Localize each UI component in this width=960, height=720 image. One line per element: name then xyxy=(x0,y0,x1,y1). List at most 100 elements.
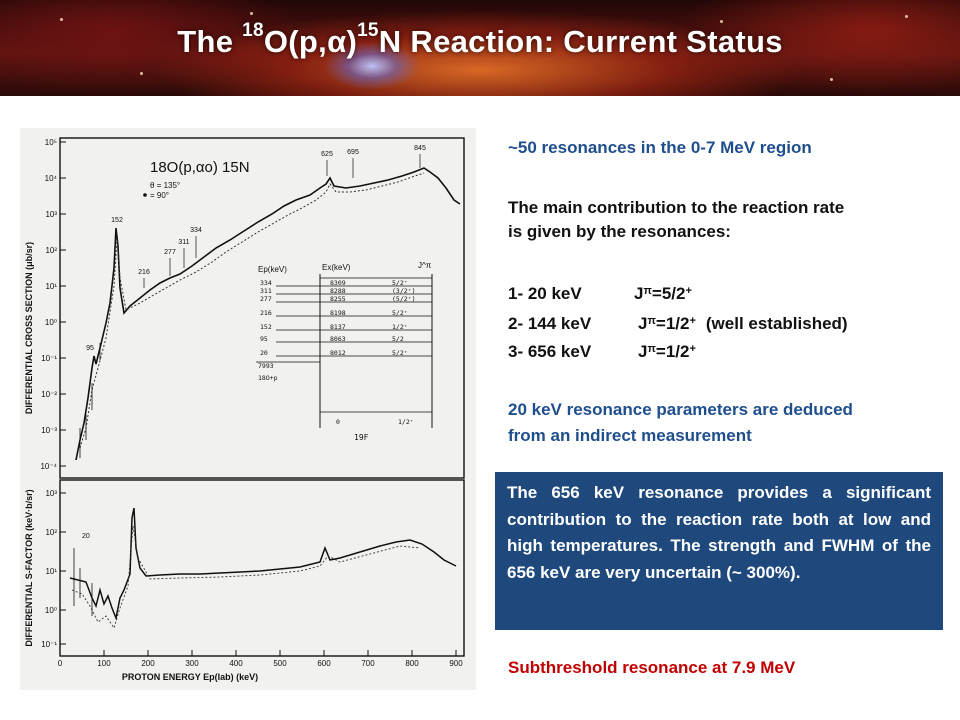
highlight-box-text: The 656 keV resonance provides a signifi… xyxy=(507,483,931,582)
cross-section-curve-90deg xyxy=(75,167,461,461)
y-tick-top: 10⁻⁴ xyxy=(40,462,57,471)
inset-ex: 8063 xyxy=(330,335,346,343)
resonance-spin: =1/2 xyxy=(655,342,690,361)
title-banner: The 18O(p,α)15N Reaction: Current Status xyxy=(0,0,960,96)
inset-ex: 8288 xyxy=(330,287,346,295)
reaction-label: 18O(p,αo) 15N xyxy=(150,159,250,176)
inset-jpi: 5/2⁺ xyxy=(392,309,408,317)
y-axis-label-top: DIFFERENTIAL CROSS SECTION (μb/sr) xyxy=(24,242,34,414)
resonance-parity: + xyxy=(689,315,696,327)
bottom-panel-frame xyxy=(59,479,465,657)
resonance-item: 2- 144 keV Jπ=1/2+ (well established) xyxy=(508,312,848,336)
inset-ground-jpi: 1/2⁺ xyxy=(398,418,414,426)
s-factor-curve-dashed xyxy=(71,525,421,630)
peak-label: 695 xyxy=(347,149,359,156)
title-close-paren: ) xyxy=(346,24,358,59)
inset-ep: 216 xyxy=(260,309,272,317)
y-tick-bottom: 10² xyxy=(45,528,57,537)
resonance-pi: π xyxy=(643,285,652,297)
y-tick-bottom: 10¹ xyxy=(45,567,57,576)
resonance-spin: =5/2 xyxy=(651,284,686,303)
inset-jpi: (3/2⁺) xyxy=(392,287,415,295)
resonance-j: J xyxy=(638,314,648,333)
inset-ep: 334 xyxy=(260,279,272,287)
title-reaction: O(p, xyxy=(263,24,328,59)
x-tick: 700 xyxy=(361,659,375,668)
y-tick-top: 10⁴ xyxy=(45,174,58,183)
resonance-count-text: ~50 resonances in the 0-7 MeV region xyxy=(508,138,812,157)
highlight-box: The 656 keV resonance provides a signifi… xyxy=(495,472,943,630)
title-product-mass-number: 15 xyxy=(357,20,379,41)
y-tick-top: 10¹ xyxy=(45,282,57,291)
resonance-energy: 3- 656 keV xyxy=(508,342,592,361)
inset-jpi: 1/2⁺ xyxy=(392,323,408,331)
peak-label: 95 xyxy=(86,345,94,352)
x-tick: 400 xyxy=(229,659,243,668)
y-axis-ticks-bottom xyxy=(60,492,66,645)
inset-ep-header: Ep(keV) xyxy=(258,265,287,274)
y-tick-top: 10⁻¹ xyxy=(41,354,57,363)
slide-title: The 18O(p,α)15N Reaction: Current Status xyxy=(0,21,960,60)
inset-ex: 8198 xyxy=(330,309,346,317)
inset-nucleus: 19F xyxy=(354,433,369,442)
resonance-pi: π xyxy=(647,343,656,355)
y-tick-top: 10⁰ xyxy=(45,318,57,327)
legend-90deg: = 90° xyxy=(150,191,169,200)
peak-label: 334 xyxy=(190,227,202,234)
peak-label: 152 xyxy=(111,217,123,224)
resonance-j: J xyxy=(638,342,648,361)
error-bars-top xyxy=(79,343,101,458)
title-suffix: N Reaction: Current Status xyxy=(378,24,783,59)
x-tick: 100 xyxy=(97,659,111,668)
resonance-j: J xyxy=(634,284,644,303)
resonance-item: 1- 20 keV Jπ=5/2+ xyxy=(508,282,692,306)
level-scheme-inset: Ep(keV) Ex(keV) J^π 334 311 277 216 152 … xyxy=(256,261,433,442)
title-mass-number: 18 xyxy=(242,20,264,41)
resonance-spin: =1/2 xyxy=(655,314,690,333)
legend-135deg: θ = 135° xyxy=(150,181,180,190)
peak-label: 311 xyxy=(178,239,189,246)
title-prefix: The xyxy=(177,24,243,59)
resonance-pi: π xyxy=(647,315,656,327)
resonance-parity: + xyxy=(685,285,692,297)
x-tick: 800 xyxy=(405,659,419,668)
y-axis-ticks-top xyxy=(60,141,66,467)
x-tick: 0 xyxy=(58,659,63,668)
resonance-note: (well established) xyxy=(705,314,848,333)
x-tick: 300 xyxy=(185,659,199,668)
cross-section-figure: 10⁵ 10⁴ 10³ 10² 10¹ 10⁰ 10⁻¹ 10⁻² 10⁻³ 1… xyxy=(20,128,476,690)
inset-jpi: 5/2⁺ xyxy=(392,279,408,287)
x-axis-label: PROTON ENERGY Ep(lab) (keV) xyxy=(122,672,258,682)
y-tick-top: 10³ xyxy=(45,210,57,219)
y-tick-top: 10² xyxy=(45,246,57,255)
inset-ex: 8309 xyxy=(330,279,346,287)
peak-label: 625 xyxy=(321,151,333,158)
inset-jpi: 5/2 xyxy=(392,335,404,343)
inset-ex: 8255 xyxy=(330,295,346,303)
top-panel-frame xyxy=(59,137,465,479)
inset-ep: 277 xyxy=(260,295,272,303)
title-alpha: α xyxy=(327,24,347,59)
cross-section-curve-135deg xyxy=(79,172,425,449)
inset-jpi: (5/2⁺) xyxy=(392,295,415,303)
inset-ep: 20 xyxy=(260,349,268,357)
inset-jpi: 5/2⁺ xyxy=(392,349,408,357)
y-axis-label-bottom: DIFFERENTIAL S-FACTOR (keV·b/sr) xyxy=(24,489,34,646)
inset-threshold-label: 18O+p xyxy=(258,374,278,382)
inset-ex: 8012 xyxy=(330,349,346,357)
y-tick-bottom: 10³ xyxy=(45,489,57,498)
peak-label: 216 xyxy=(138,269,150,276)
cross-section-plot: 10⁵ 10⁴ 10³ 10² 10¹ 10⁰ 10⁻¹ 10⁻² 10⁻³ 1… xyxy=(24,137,465,682)
y-tick-bottom: 10⁻¹ xyxy=(41,640,57,649)
resonance-energy: 2- 144 keV xyxy=(508,314,592,333)
x-tick: 600 xyxy=(317,659,331,668)
subthreshold-text: Subthreshold resonance at 7.9 MeV xyxy=(508,658,796,677)
inset-jpi-header: J^π xyxy=(418,261,432,270)
resonance-energy: 1- 20 keV xyxy=(508,284,582,303)
inset-threshold: 7993 xyxy=(258,362,274,370)
inset-ground-ex: 0 xyxy=(336,418,340,426)
y-tick-top: 10⁻² xyxy=(41,390,57,399)
peak-label: 277 xyxy=(164,249,176,256)
peak-label-bottom: 20 xyxy=(82,533,90,540)
x-axis-ticks xyxy=(59,650,457,656)
